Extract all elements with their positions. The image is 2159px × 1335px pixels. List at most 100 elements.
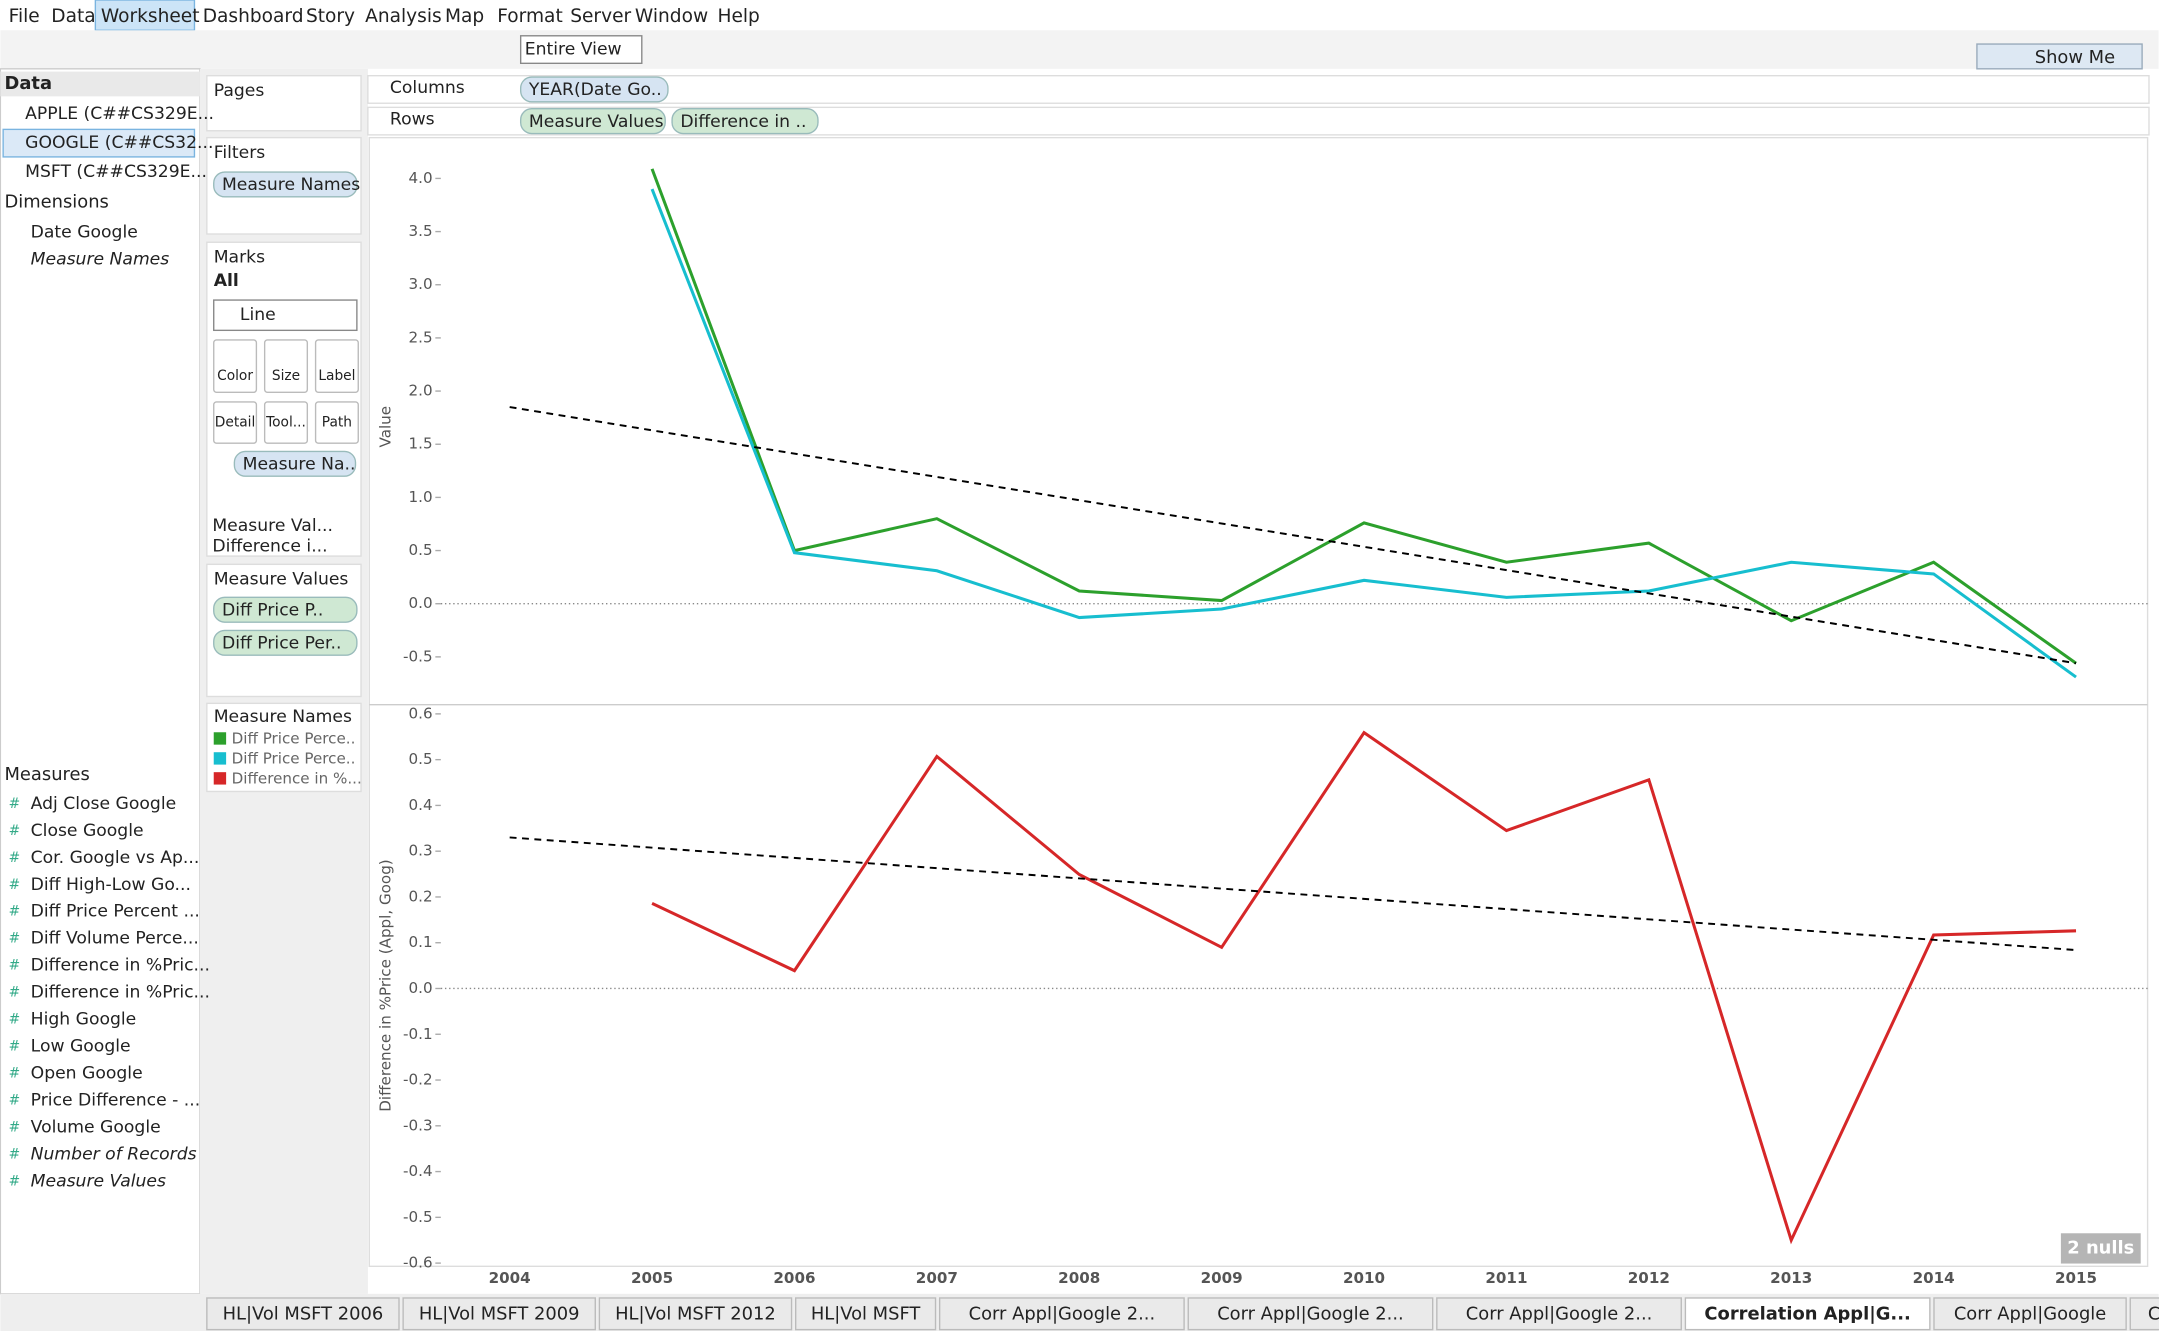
data-source[interactable]: APPLE (C##CS329E...: [25, 104, 214, 124]
sheet-tab[interactable]: [794, 1297, 937, 1331]
dimension-field[interactable]: Measure Names: [31, 249, 170, 269]
menu-item[interactable]: Format: [497, 6, 562, 27]
x-tick-label: 2005: [631, 1269, 673, 1287]
color-pill[interactable]: [233, 450, 357, 477]
field-icon: #: [9, 1066, 21, 1082]
filter-pill[interactable]: [213, 171, 358, 198]
legend-swatch: [213, 732, 227, 745]
sheet-tab[interactable]: [1187, 1297, 1434, 1331]
marks-subcard[interactable]: Measure Val...: [212, 516, 333, 536]
marks-all: All: [214, 271, 239, 291]
sheet-tab-label: Corr Appl|Google 2...: [969, 1303, 1156, 1324]
dimension-field[interactable]: Date Google: [31, 223, 138, 243]
columns-label: Columns: [390, 78, 465, 98]
y-tick-label: 0.4: [409, 796, 433, 814]
columns-pill[interactable]: [519, 76, 669, 103]
view-select[interactable]: [519, 35, 643, 65]
y-tick-label: 2.0: [409, 382, 433, 400]
data-source[interactable]: GOOGLE (C##CS32...: [25, 133, 213, 153]
measure-field[interactable]: Volume Google: [31, 1118, 161, 1138]
y-tick-label: -0.2: [403, 1071, 433, 1089]
sheet-tab[interactable]: [1684, 1297, 1931, 1331]
mark-button[interactable]: [314, 401, 359, 444]
measure-values-title: Measure Values: [214, 569, 349, 589]
measure-field[interactable]: Adj Close Google: [31, 794, 177, 814]
sheet-tab-label: Corr Appl|MSFT 2006: [2148, 1303, 2159, 1324]
sheet-tab[interactable]: [598, 1297, 793, 1331]
marks-subcard[interactable]: Difference i...: [212, 536, 327, 556]
sheet-tab[interactable]: [402, 1297, 596, 1331]
mark-button[interactable]: [263, 339, 309, 393]
y-tick-label: 0.6: [409, 704, 433, 722]
sheet-tab[interactable]: [938, 1297, 1185, 1331]
sheet-tab-label: Corr Appl|Google 2...: [1217, 1303, 1404, 1324]
y-axis-title: Value: [376, 406, 394, 448]
menu-item[interactable]: Story: [306, 6, 355, 27]
y-tick-label: 0.0: [409, 979, 433, 997]
marks-title: Marks: [214, 247, 265, 267]
measure-field[interactable]: Open Google: [31, 1064, 143, 1084]
menu-item[interactable]: Window: [635, 6, 708, 27]
menu-item[interactable]: Worksheet: [101, 6, 200, 27]
field-icon: #: [9, 904, 21, 920]
sheet-tab[interactable]: [206, 1297, 400, 1331]
field-icon: #: [9, 985, 21, 1001]
x-tick-label: 2013: [1770, 1269, 1812, 1287]
filters-title: Filters: [214, 143, 266, 163]
mark-button[interactable]: [263, 401, 309, 444]
menu-item[interactable]: File: [9, 6, 40, 27]
selected-source: [2, 128, 196, 158]
measure-field[interactable]: Diff Price Percent ...: [31, 902, 200, 922]
y-tick-label: 0.0: [409, 594, 433, 612]
rows-pill-label: Measure Values: [529, 112, 664, 132]
sheet-tab[interactable]: [1436, 1297, 1682, 1331]
measure-field[interactable]: Difference in %Pric...: [31, 956, 210, 976]
measure-pill[interactable]: [213, 596, 358, 623]
sheet-tab[interactable]: [2129, 1297, 2159, 1331]
sheet-tab-label: Correlation Appl|G...: [1704, 1303, 1910, 1324]
y-tick-label: 4.0: [409, 169, 433, 187]
y-tick-label: -0.6: [403, 1254, 433, 1272]
y-tick-label: 0.1: [409, 933, 433, 951]
measure-field[interactable]: Low Google: [31, 1037, 131, 1057]
show-me-button[interactable]: [1976, 43, 2143, 70]
field-icon: #: [9, 1039, 21, 1055]
menu-item[interactable]: Server: [570, 6, 631, 27]
sheet-tab[interactable]: [1933, 1297, 2127, 1331]
legend-label: Difference in %...: [232, 770, 362, 788]
mark-button[interactable]: [213, 339, 258, 393]
mark-button[interactable]: [314, 339, 359, 393]
nulls-label[interactable]: 2 nulls: [2067, 1237, 2134, 1258]
measure-field[interactable]: Close Google: [31, 821, 144, 841]
show-me-label[interactable]: Show Me: [2035, 47, 2115, 68]
data-title: Data: [5, 73, 53, 94]
measure-field[interactable]: Difference in %Pric...: [31, 983, 210, 1003]
mark-button[interactable]: [213, 401, 258, 444]
menu-item[interactable]: Map: [445, 6, 484, 27]
trend-line: [509, 406, 2077, 665]
measure-field[interactable]: Price Difference - ...: [31, 1091, 201, 1111]
measure-field[interactable]: Measure Values: [31, 1172, 166, 1192]
x-tick-label: 2011: [1485, 1269, 1527, 1287]
measure-field[interactable]: Number of Records: [31, 1145, 197, 1165]
menu-item[interactable]: Help: [718, 6, 760, 27]
menu-item[interactable]: Analysis: [365, 6, 442, 27]
y-tick-label: 0.2: [409, 887, 433, 905]
y-tick-label: 3.5: [409, 222, 433, 240]
measure-field[interactable]: Cor. Google vs Ap...: [31, 848, 200, 868]
rows-pill[interactable]: [671, 108, 819, 135]
field-icon: #: [9, 931, 21, 947]
mark-type-select[interactable]: [213, 299, 358, 332]
measure-field[interactable]: Diff High-Low Go...: [31, 875, 191, 895]
data-source[interactable]: MSFT (C##CS329E...: [25, 162, 207, 182]
y-tick-label: 0.3: [409, 842, 433, 860]
y-tick-label: 0.5: [409, 541, 433, 559]
measure-field[interactable]: Diff Volume Perce...: [31, 929, 199, 949]
menu-item[interactable]: Dashboard: [203, 6, 304, 27]
measure-pill[interactable]: [213, 629, 358, 656]
rows-pill[interactable]: [519, 108, 666, 135]
mark-button-label: Size: [272, 368, 300, 384]
measure-field[interactable]: High Google: [31, 1010, 137, 1030]
x-tick-label: 2009: [1201, 1269, 1243, 1287]
menu-item[interactable]: Data: [51, 6, 95, 27]
